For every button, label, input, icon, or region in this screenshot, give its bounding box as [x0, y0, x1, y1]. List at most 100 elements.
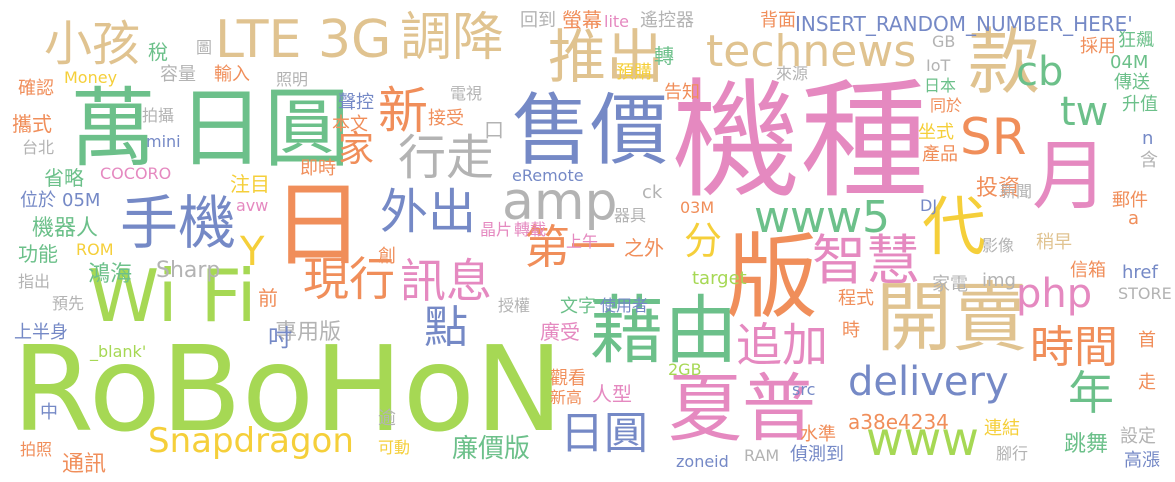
cloud-word: 專用版 [275, 320, 342, 345]
cloud-word: tw [1060, 89, 1109, 135]
cloud-word: 含 [1140, 150, 1158, 171]
cloud-word: 確認 [18, 78, 54, 99]
cloud-word: 高漲 [1124, 450, 1160, 471]
cloud-word: php [1016, 271, 1093, 317]
cloud-word: 逾 [378, 408, 396, 429]
cloud-word: 稅 [148, 40, 168, 64]
cloud-word: mini [146, 132, 181, 151]
cloud-word: 小孩 [44, 16, 141, 72]
cloud-word: COCORO [100, 164, 172, 183]
cloud-word: 代 [922, 191, 986, 265]
cloud-word: zoneid [676, 452, 729, 471]
cloud-word: 時 [842, 320, 860, 341]
cloud-word: 口 [484, 118, 504, 142]
cloud-word: 行走 [398, 130, 495, 186]
cloud-word: 照明 [276, 70, 309, 89]
cloud-word: 圖 [196, 38, 213, 57]
cloud-word: 日本 [924, 76, 957, 95]
cloud-word: src [792, 380, 816, 399]
cloud-word: 萬 [70, 79, 156, 179]
cloud-word: 年 [1068, 366, 1114, 420]
cloud-word: 接受 [428, 108, 464, 129]
cloud-word: 開賣 [876, 273, 1028, 362]
cloud-word: lite [604, 12, 630, 31]
cloud-word: 手機 [120, 189, 237, 257]
cloud-word: Y [240, 229, 265, 275]
cloud-word: 吋 [268, 324, 292, 352]
cloud-word: ROM [76, 240, 114, 259]
cloud-word: 坐式 [918, 122, 954, 143]
cloud-word: Money [64, 68, 118, 87]
cloud-word: SR [960, 108, 1027, 166]
cloud-word: 拍攝 [142, 106, 175, 125]
cloud-word: 日 [272, 172, 365, 279]
cloud-word: 之外 [624, 236, 664, 260]
cloud-word: 聲控 [338, 92, 374, 113]
cloud-word: 點 [424, 302, 468, 353]
cloud-word: 新聞 [1000, 182, 1033, 201]
cloud-word: 現行 [303, 252, 395, 306]
cloud-word: IoT [926, 56, 951, 75]
cloud-word: RoBoHoN [12, 320, 564, 458]
cloud-word: 同於 [930, 96, 963, 115]
cloud-word: RAM [744, 446, 780, 465]
cloud-word: a [1128, 208, 1140, 229]
cloud-word: 產品 [922, 144, 958, 165]
cloud-word: 時間 [1030, 322, 1118, 373]
cloud-word: 外出 [380, 184, 477, 240]
cloud-word: 拍照 [20, 440, 53, 459]
cloud-word: www [866, 412, 979, 466]
cloud-word: 首 [1138, 330, 1156, 351]
cloud-word: STORE [1118, 284, 1172, 303]
cloud-word: 位於 [20, 190, 56, 211]
cloud-word: INSERT_RANDOM_NUMBER_HERE' [795, 12, 1133, 36]
cloud-word: 月 [1032, 131, 1108, 220]
cloud-word: 跳舞 [1064, 432, 1109, 457]
cloud-word: 連結 [984, 418, 1020, 439]
cloud-word: Sharp [156, 258, 221, 283]
cloud-word: 追加 [736, 318, 828, 372]
cloud-word: 稍早 [1036, 232, 1072, 253]
cloud-word: 即時 [300, 158, 336, 179]
cloud-word: 夏普 [668, 366, 816, 452]
cloud-word: 售價 [512, 86, 669, 176]
cloud-word: 告知 [664, 82, 700, 103]
cloud-word: 投資 [976, 176, 1021, 201]
cloud-word: 背面 [760, 10, 796, 31]
cloud-word: 上午 [566, 232, 599, 251]
cloud-word: 來源 [776, 64, 809, 83]
cloud-word: 狂飆 [1118, 30, 1154, 51]
cloud-word: 鴻海 [88, 262, 133, 287]
cloud-word: 2GB [668, 360, 702, 379]
cloud-word: delivery [848, 359, 1009, 405]
cloud-word: 授權 [498, 296, 531, 315]
cloud-word: 家 [338, 129, 375, 170]
cloud-word: 文字 [560, 296, 596, 317]
cloud-word: 智慧 [812, 229, 920, 292]
cloud-word: 偵測到 [790, 444, 844, 465]
cloud-word: 攜式 [12, 112, 52, 136]
cloud-word: 台北 [22, 138, 55, 157]
cloud-word: 新高 [550, 388, 583, 407]
cloud-word: eRemote [512, 166, 584, 185]
cloud-word: n [1142, 128, 1154, 149]
cloud-word: img [982, 270, 1016, 291]
cloud-word: 螢幕 [562, 8, 602, 32]
cloud-word: avw [236, 196, 269, 215]
cloud-word: 日圓 [178, 79, 350, 179]
cloud-word: 功能 [18, 242, 58, 266]
cloud-word: 容量 [160, 64, 196, 85]
cloud-word: 採用 [1080, 36, 1116, 57]
cloud-word: 分 [684, 219, 723, 263]
cloud-word: 轉 [654, 44, 674, 68]
cloud-word: cb [1016, 49, 1064, 95]
cloud-word: 款 [968, 20, 1041, 104]
cloud-word: 可動 [378, 438, 411, 457]
cloud-word: 第一 [524, 220, 616, 274]
cloud-word: 轉載 [514, 220, 547, 239]
cloud-word: 預先 [52, 294, 85, 313]
cloud-word: target [692, 268, 747, 289]
cloud-word: technews [706, 26, 917, 77]
cloud-word: 推出 [548, 23, 665, 91]
cloud-word: 人型 [592, 382, 632, 406]
